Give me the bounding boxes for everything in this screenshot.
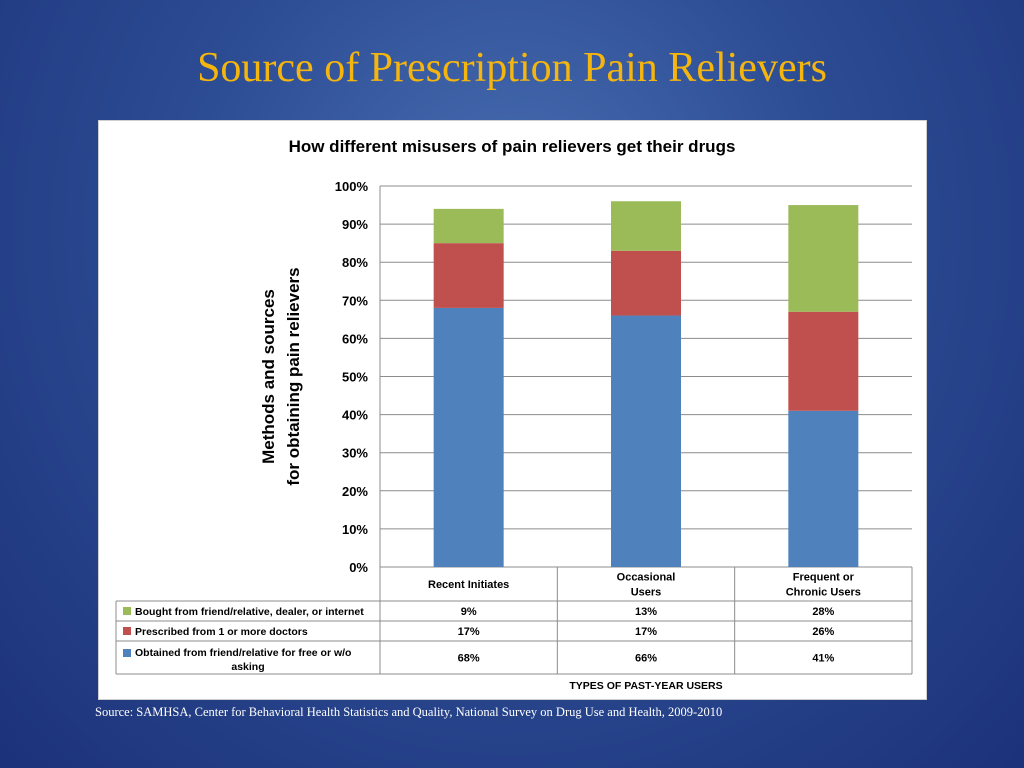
y-axis-label: Methods and sources	[259, 289, 278, 464]
chart-title: How different misusers of pain relievers…	[289, 137, 736, 156]
y-tick-label: 20%	[342, 484, 368, 499]
x-axis-label: TYPES OF PAST-YEAR USERS	[569, 680, 722, 692]
y-axis-label: for obtaining pain relievers	[284, 267, 303, 485]
source-note: Source: SAMHSA, Center for Behavioral He…	[95, 705, 723, 719]
legend-key	[123, 627, 131, 635]
data-label: 9%	[461, 606, 477, 618]
chart-panel: How different misusers of pain relievers…	[98, 120, 927, 700]
y-tick-label: 90%	[342, 217, 368, 232]
y-tick-label: 50%	[342, 370, 368, 385]
y-tick-label: 60%	[342, 331, 368, 346]
data-label: 41%	[812, 653, 834, 665]
slide-title: Source of Prescription Pain Relievers	[197, 45, 827, 91]
x-category-label: Recent Initiates	[428, 579, 509, 591]
legend-key	[123, 649, 131, 657]
y-tick-label: 30%	[342, 446, 368, 461]
bar-segment	[433, 243, 504, 308]
y-tick-label: 10%	[342, 522, 368, 537]
bar-segment	[788, 311, 859, 411]
stacked-bar-chart: How different misusers of pain relievers…	[115, 137, 913, 692]
bar-segment	[433, 307, 504, 567]
bar-segment	[611, 315, 681, 567]
legend-label: asking	[231, 661, 264, 673]
data-label: 26%	[812, 626, 834, 638]
legend-label: Prescribed from 1 or more doctors	[135, 626, 308, 638]
data-label: 17%	[635, 626, 657, 638]
y-tick-label: 0%	[349, 560, 368, 575]
x-category-label: Occasional	[617, 572, 676, 584]
y-tick-label: 80%	[342, 255, 368, 270]
bar-segment	[611, 250, 681, 316]
data-label: 66%	[635, 653, 657, 665]
y-tick-label: 100%	[335, 179, 369, 194]
x-category-label: Users	[631, 587, 662, 599]
data-label: 17%	[458, 626, 480, 638]
y-tick-label: 70%	[342, 293, 368, 308]
legend-key	[123, 607, 131, 615]
x-category-label: Frequent or	[793, 572, 855, 584]
bar-segment	[788, 410, 859, 567]
x-category-label: Chronic Users	[786, 587, 861, 599]
legend-label: Bought from friend/relative, dealer, or …	[135, 606, 364, 618]
data-label: 13%	[635, 606, 657, 618]
y-tick-label: 40%	[342, 408, 368, 423]
data-label: 68%	[458, 653, 480, 665]
bar-segment	[788, 205, 859, 312]
data-label: 28%	[812, 606, 834, 618]
bar-segment	[433, 208, 504, 244]
bar-segment	[611, 201, 681, 251]
legend-label: Obtained from friend/relative for free o…	[135, 647, 351, 659]
